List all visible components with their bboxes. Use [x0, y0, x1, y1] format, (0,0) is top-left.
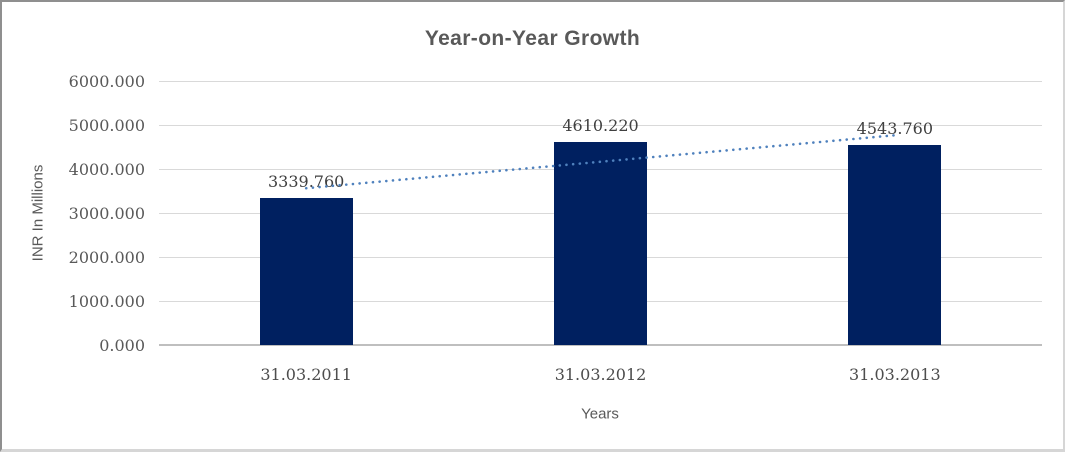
y-tick-label: 4000.000 — [68, 160, 145, 179]
bar-value-label: 4543.760 — [856, 119, 933, 139]
chart-title: Year-on-Year Growth — [424, 27, 641, 50]
y-gridline — [159, 80, 1042, 82]
y-tick-label: 1000.000 — [68, 292, 145, 311]
bar — [259, 198, 353, 345]
y-tick-label: 6000.000 — [68, 72, 145, 91]
bar — [848, 145, 942, 345]
x-axis-line — [159, 344, 1042, 346]
bar-value-label: 3339.760 — [267, 172, 345, 192]
x-category-label: 31.03.2011 — [260, 365, 352, 384]
y-gridline — [159, 124, 1042, 126]
y-tick-label: 0.000 — [99, 336, 145, 355]
x-category-label: 31.03.2012 — [554, 365, 647, 384]
x-axis-title: Years — [581, 405, 619, 423]
bar-value-label: 4610.220 — [562, 116, 639, 136]
bar — [554, 142, 647, 345]
x-category-label: 31.03.2013 — [849, 365, 941, 384]
y-tick-label: 2000.000 — [68, 248, 145, 267]
y-tick-label: 3000.000 — [68, 204, 145, 223]
y-tick-label: 5000.000 — [68, 116, 145, 135]
